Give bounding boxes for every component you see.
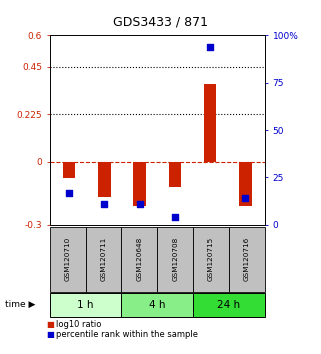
Bar [169,162,181,187]
Bar [134,162,146,206]
Bar [239,162,252,206]
Bar [63,162,75,178]
Text: ■: ■ [46,320,54,329]
Point [66,190,72,195]
Point [243,195,248,201]
Point [102,201,107,207]
Bar [98,162,110,198]
Text: ■: ■ [46,330,54,339]
Text: percentile rank within the sample: percentile rank within the sample [56,330,198,339]
Bar [204,84,216,162]
Text: 24 h: 24 h [217,300,240,310]
Point [137,201,142,207]
Point [172,215,178,220]
Text: 1 h: 1 h [77,300,94,310]
Text: 4 h: 4 h [149,300,166,310]
Point [208,44,213,50]
Text: GSM120711: GSM120711 [100,237,107,281]
Text: GSM120648: GSM120648 [136,237,143,281]
Text: GSM120710: GSM120710 [65,237,71,281]
Text: GSM120716: GSM120716 [244,237,250,281]
Text: time ▶: time ▶ [5,300,35,309]
Text: GSM120708: GSM120708 [172,237,178,281]
Text: GSM120715: GSM120715 [208,237,214,281]
Text: GDS3433 / 871: GDS3433 / 871 [113,16,208,29]
Text: log10 ratio: log10 ratio [56,320,101,329]
